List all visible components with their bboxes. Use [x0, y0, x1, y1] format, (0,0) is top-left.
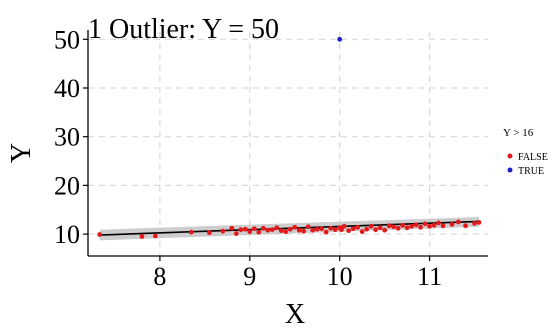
legend-true-marker: [507, 167, 513, 173]
y-axis-label: Y: [6, 143, 37, 163]
data-point: [305, 224, 311, 230]
data-point: [413, 222, 419, 228]
data-point: [153, 233, 158, 239]
legend: Y > 16 FALSE TRUE: [503, 127, 548, 177]
data-point: [386, 223, 392, 229]
data-point: [463, 223, 468, 229]
legend-title: Y > 16: [503, 127, 534, 139]
data-point: [260, 225, 266, 231]
data-point: [409, 223, 414, 229]
data-point: [274, 225, 280, 231]
y-tick-label: 10: [54, 220, 80, 249]
data-point: [455, 219, 461, 225]
data-point: [395, 225, 401, 231]
data-point: [233, 231, 239, 237]
data-point: [436, 220, 441, 226]
chart-title: 1 Outlier: Y = 50: [88, 14, 279, 45]
data-point: [422, 221, 428, 227]
data-point: [319, 226, 325, 232]
data-point: [265, 227, 271, 233]
data-point: [418, 224, 423, 230]
data-point: [449, 221, 455, 227]
data-point: [382, 227, 388, 233]
outlier-point: [337, 36, 343, 42]
data-point: [310, 227, 316, 233]
data-point: [431, 222, 437, 228]
data-point: [346, 228, 352, 234]
data-point: [238, 227, 244, 233]
gridlines: [88, 32, 488, 256]
data-point: [287, 226, 293, 232]
data-point: [188, 229, 194, 235]
x-axis-label: X: [285, 299, 305, 329]
data-point: [323, 229, 329, 235]
axes: 8 9 10 11 10 20 30 40 50: [54, 25, 488, 291]
data-point: [364, 226, 370, 232]
data-point: [368, 223, 374, 229]
data-point: [292, 224, 298, 230]
legend-true-label: TRUE: [518, 166, 544, 177]
data-point: [251, 226, 257, 232]
data-point: [301, 228, 307, 234]
x-tick-label: 8: [153, 262, 166, 291]
data-point: [139, 234, 145, 239]
y-tick-label: 40: [54, 74, 80, 103]
x-tick-label: 10: [327, 262, 353, 291]
data-point: [206, 230, 212, 236]
legend-false-label: FALSE: [518, 152, 548, 163]
y-tick-label: 50: [54, 25, 80, 54]
data-point: [404, 225, 410, 231]
data-point: [341, 223, 347, 229]
data-point: [427, 223, 432, 229]
data-point: [97, 232, 103, 237]
data-point: [328, 225, 334, 231]
data-point: [269, 227, 275, 233]
data-point: [472, 220, 477, 226]
data-point: [350, 226, 356, 232]
data-points: [97, 36, 482, 239]
data-point: [332, 227, 338, 233]
data-point: [220, 228, 226, 234]
data-point: [296, 227, 302, 233]
y-tick-label: 30: [54, 123, 80, 152]
data-point: [355, 224, 361, 230]
data-point: [359, 229, 365, 235]
y-tick-label: 20: [54, 171, 80, 200]
data-point: [373, 227, 379, 233]
data-point: [256, 229, 262, 235]
data-point: [476, 220, 482, 225]
data-point: [400, 222, 406, 228]
data-point: [278, 228, 284, 234]
data-point: [283, 229, 289, 235]
data-point: [440, 223, 446, 229]
legend-false-marker: [507, 153, 513, 159]
data-point: [314, 226, 320, 232]
x-tick-label: 11: [417, 262, 442, 291]
data-point: [229, 225, 235, 231]
data-point: [247, 229, 253, 235]
data-point: [391, 224, 397, 230]
data-point: [242, 226, 248, 232]
data-point: [339, 227, 344, 233]
x-tick-label: 9: [243, 262, 256, 291]
data-point: [377, 225, 383, 231]
